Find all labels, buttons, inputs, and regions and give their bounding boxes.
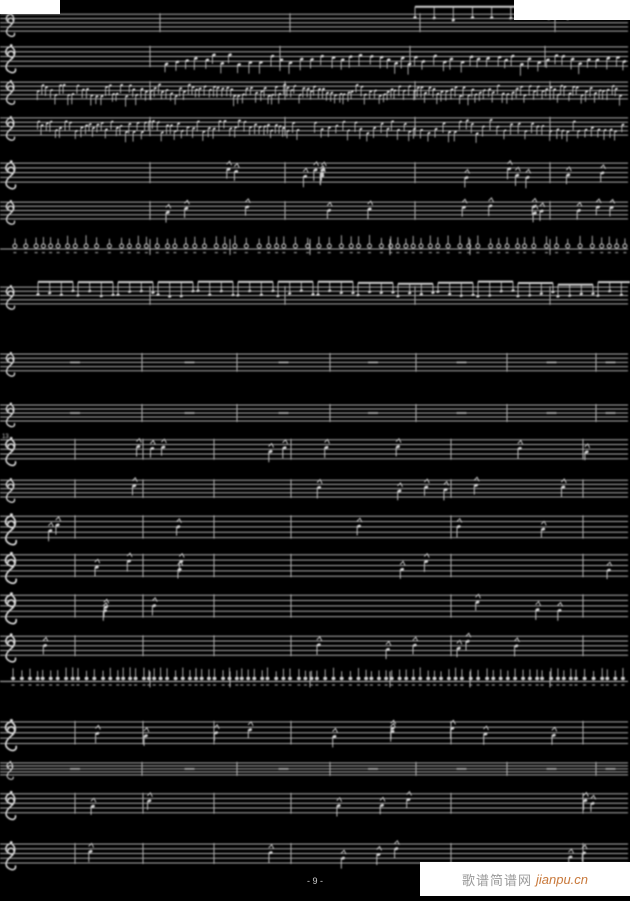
svg-text:13: 13 [2, 434, 9, 440]
